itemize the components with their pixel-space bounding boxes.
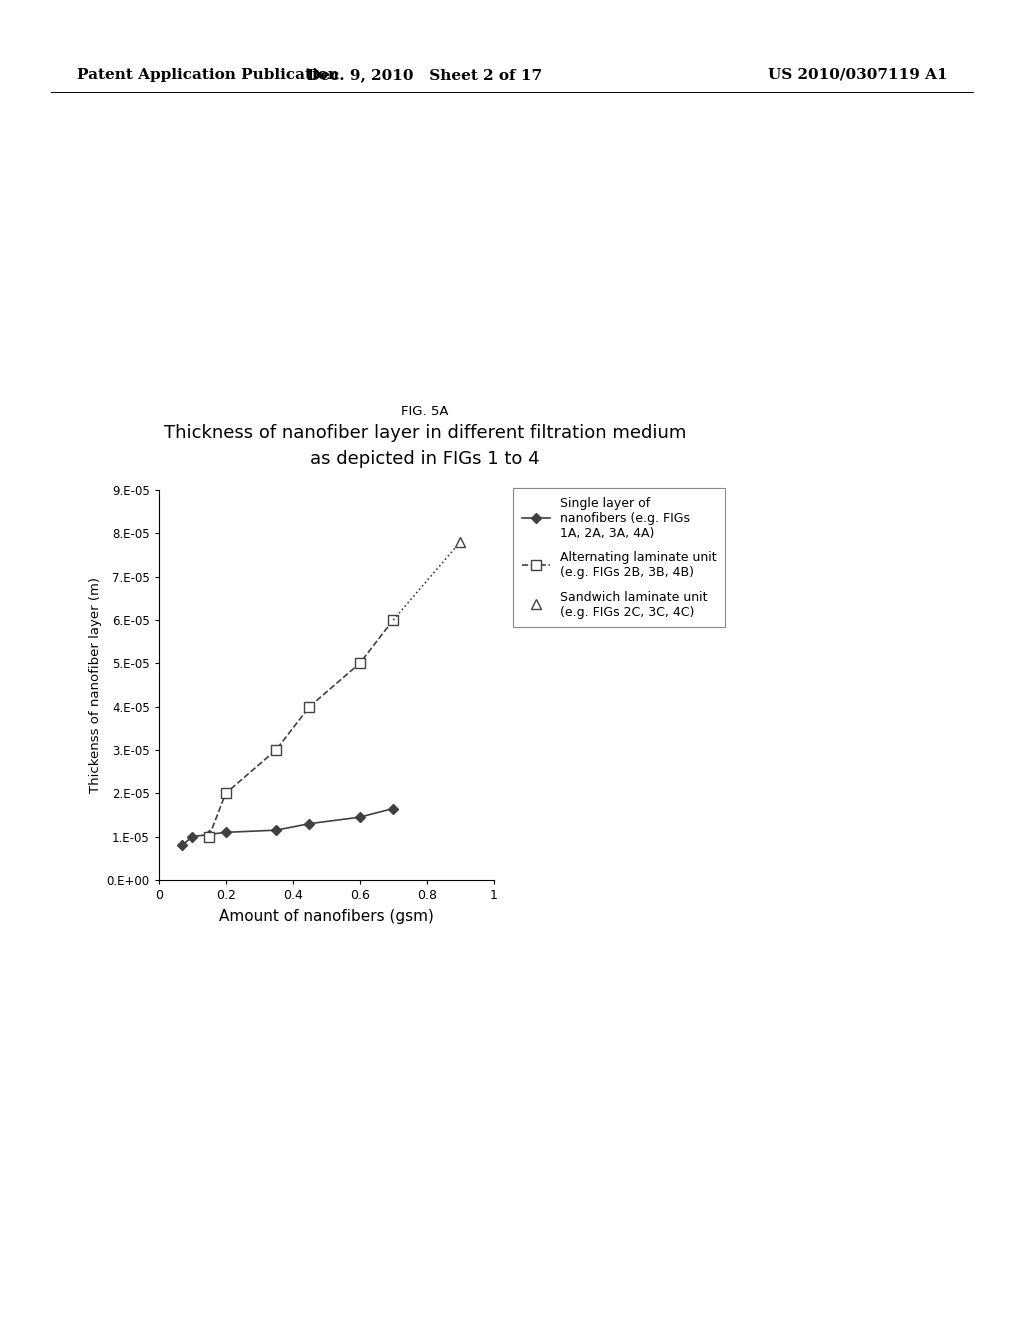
Single layer of
nanofibers (e.g. FIGs
1A, 2A, 3A, 4A) (303, 816, 315, 832)
Alternating laminate unit
(e.g. FIGs 2B, 3B, 4B) (303, 698, 315, 714)
Text: as depicted in FIGs 1 to 4: as depicted in FIGs 1 to 4 (310, 450, 540, 469)
Single layer of
nanofibers (e.g. FIGs
1A, 2A, 3A, 4A) (387, 800, 399, 816)
Alternating laminate unit
(e.g. FIGs 2B, 3B, 4B) (270, 742, 283, 758)
Alternating laminate unit
(e.g. FIGs 2B, 3B, 4B) (219, 785, 231, 801)
Text: FIG. 5A: FIG. 5A (401, 405, 449, 418)
Text: Dec. 9, 2010   Sheet 2 of 17: Dec. 9, 2010 Sheet 2 of 17 (307, 69, 543, 82)
Line: Alternating laminate unit
(e.g. FIGs 2B, 3B, 4B): Alternating laminate unit (e.g. FIGs 2B,… (205, 615, 397, 841)
Single layer of
nanofibers (e.g. FIGs
1A, 2A, 3A, 4A) (270, 822, 283, 838)
Single layer of
nanofibers (e.g. FIGs
1A, 2A, 3A, 4A) (353, 809, 366, 825)
Line: Single layer of
nanofibers (e.g. FIGs
1A, 2A, 3A, 4A): Single layer of nanofibers (e.g. FIGs 1A… (178, 805, 397, 849)
Single layer of
nanofibers (e.g. FIGs
1A, 2A, 3A, 4A) (176, 837, 188, 853)
X-axis label: Amount of nanofibers (gsm): Amount of nanofibers (gsm) (219, 909, 433, 924)
Y-axis label: Thickenss of nanofiber layer (m): Thickenss of nanofiber layer (m) (89, 577, 102, 793)
Single layer of
nanofibers (e.g. FIGs
1A, 2A, 3A, 4A) (219, 825, 231, 841)
Text: Thickness of nanofiber layer in different filtration medium: Thickness of nanofiber layer in differen… (164, 424, 686, 442)
Alternating laminate unit
(e.g. FIGs 2B, 3B, 4B) (353, 656, 366, 672)
Alternating laminate unit
(e.g. FIGs 2B, 3B, 4B) (387, 612, 399, 628)
Single layer of
nanofibers (e.g. FIGs
1A, 2A, 3A, 4A) (203, 826, 215, 842)
Text: US 2010/0307119 A1: US 2010/0307119 A1 (768, 69, 947, 82)
Alternating laminate unit
(e.g. FIGs 2B, 3B, 4B) (203, 829, 215, 845)
Text: Patent Application Publication: Patent Application Publication (77, 69, 339, 82)
Single layer of
nanofibers (e.g. FIGs
1A, 2A, 3A, 4A) (186, 829, 199, 845)
Legend: Single layer of
nanofibers (e.g. FIGs
1A, 2A, 3A, 4A), Alternating laminate unit: Single layer of nanofibers (e.g. FIGs 1A… (513, 488, 725, 627)
